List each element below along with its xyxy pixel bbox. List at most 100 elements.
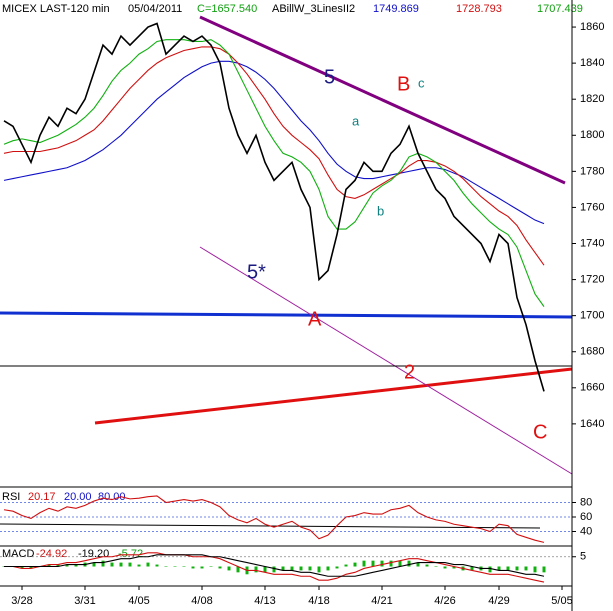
histogram-bar xyxy=(416,562,420,567)
y-tick-label: 1740 xyxy=(580,237,604,249)
y-tick-label: 1860 xyxy=(580,21,604,33)
y-tick-label: 1840 xyxy=(580,57,604,69)
histogram-bar xyxy=(380,560,384,567)
histogram-bar xyxy=(452,566,456,569)
histogram-bar xyxy=(344,564,348,567)
series-line xyxy=(4,552,545,583)
histogram-bar xyxy=(488,566,492,573)
histogram-bar xyxy=(164,566,168,567)
y-tick-label: 1720 xyxy=(580,273,604,285)
x-tick-label: 3/28 xyxy=(11,595,32,607)
series-line xyxy=(3,46,545,266)
x-tick-label: 4/29 xyxy=(488,595,509,607)
histogram-bar xyxy=(191,566,195,569)
y-tick-label: 60 xyxy=(580,511,592,523)
series-line xyxy=(3,495,545,543)
histogram-bar xyxy=(182,566,186,567)
histogram-bar xyxy=(389,560,393,567)
histogram-bar xyxy=(65,564,69,567)
annotation: 5* xyxy=(247,261,266,283)
histogram-bar xyxy=(254,566,258,573)
legend-entry: 20.17 xyxy=(28,491,56,503)
annotation: b xyxy=(377,203,384,218)
histogram-bar xyxy=(227,566,231,571)
histogram-bar xyxy=(146,562,150,567)
histogram-bar xyxy=(119,562,123,567)
x-tick-label: 4/08 xyxy=(191,595,212,607)
histogram-bar xyxy=(137,564,141,567)
histogram-bar xyxy=(542,566,546,573)
histogram-bar xyxy=(425,564,429,567)
histogram-bar xyxy=(74,564,78,567)
chart-title: MICEX LAST-120 min xyxy=(2,3,110,15)
histogram-bar xyxy=(533,566,537,573)
x-tick-label: 4/05 xyxy=(128,595,149,607)
trend-line xyxy=(199,15,566,185)
histogram-bar xyxy=(515,566,519,571)
legend-entry: 1749.869 xyxy=(373,3,419,15)
histogram-bar xyxy=(299,566,303,571)
annotation: a xyxy=(352,113,360,128)
annotation: A xyxy=(308,308,322,330)
histogram-bar xyxy=(362,560,366,567)
histogram-bar xyxy=(281,566,285,571)
y-tick-label: 40 xyxy=(580,525,592,537)
series-line xyxy=(3,39,545,307)
annotation: 5 xyxy=(324,66,335,88)
histogram-bar xyxy=(443,566,447,569)
histogram-bar xyxy=(56,564,60,567)
histogram-bar xyxy=(173,566,177,567)
x-tick-label: 3/31 xyxy=(74,595,95,607)
legend-entry: 1728.793 xyxy=(456,3,502,15)
trend-line xyxy=(199,246,573,475)
y-tick-label: 1780 xyxy=(580,165,604,177)
legend-entry: C=1657.540 xyxy=(197,3,257,15)
x-tick-label: 4/26 xyxy=(434,595,455,607)
x-tick-label: 4/18 xyxy=(308,595,329,607)
histogram-bar xyxy=(200,566,204,569)
y-tick-label: 1700 xyxy=(580,310,604,322)
legend-entry: -19.20 xyxy=(78,548,109,560)
y-tick-label: 1760 xyxy=(580,201,604,213)
series-line xyxy=(4,554,545,577)
histogram-bar xyxy=(209,566,213,567)
y-tick-label: 80 xyxy=(580,496,592,508)
histogram-bar xyxy=(218,566,222,569)
histogram-bar xyxy=(290,566,294,571)
histogram-bar xyxy=(236,566,240,573)
legend-entry: -24.92 xyxy=(36,548,67,560)
histogram-bar xyxy=(155,564,159,567)
legend-entry: 1707.439 xyxy=(537,3,583,15)
histogram-bar xyxy=(506,566,510,571)
histogram-bar xyxy=(326,566,330,571)
level-label: 20.00 xyxy=(64,491,92,503)
series-line xyxy=(3,22,545,392)
annotation: 2 xyxy=(404,361,415,383)
histogram-bar xyxy=(317,566,321,573)
histogram-bar xyxy=(308,566,312,571)
histogram-bar xyxy=(128,562,132,567)
y-tick-label: 1660 xyxy=(580,382,604,394)
histogram-bar xyxy=(47,564,51,567)
annotation: B xyxy=(397,73,410,95)
histogram-bar xyxy=(263,566,267,573)
x-tick-label: 4/13 xyxy=(254,595,275,607)
x-tick-label: 5/05 xyxy=(551,595,572,607)
y-tick-label: 1800 xyxy=(580,129,604,141)
histogram-bar xyxy=(29,566,33,569)
histogram-bar xyxy=(101,560,105,567)
x-tick-label: 4/21 xyxy=(371,595,392,607)
panel-title: MACD xyxy=(2,548,34,560)
histogram-bar xyxy=(497,566,501,571)
y-tick-label: 1820 xyxy=(580,93,604,105)
series-line xyxy=(3,60,545,225)
indicator-name: ABillW_3LinesII2 xyxy=(272,3,355,15)
histogram-bar xyxy=(110,562,114,567)
trend-line xyxy=(94,367,573,425)
histogram-bar xyxy=(398,560,402,567)
annotation: C xyxy=(533,421,547,443)
histogram-bar xyxy=(92,562,96,567)
histogram-bar xyxy=(20,566,24,569)
